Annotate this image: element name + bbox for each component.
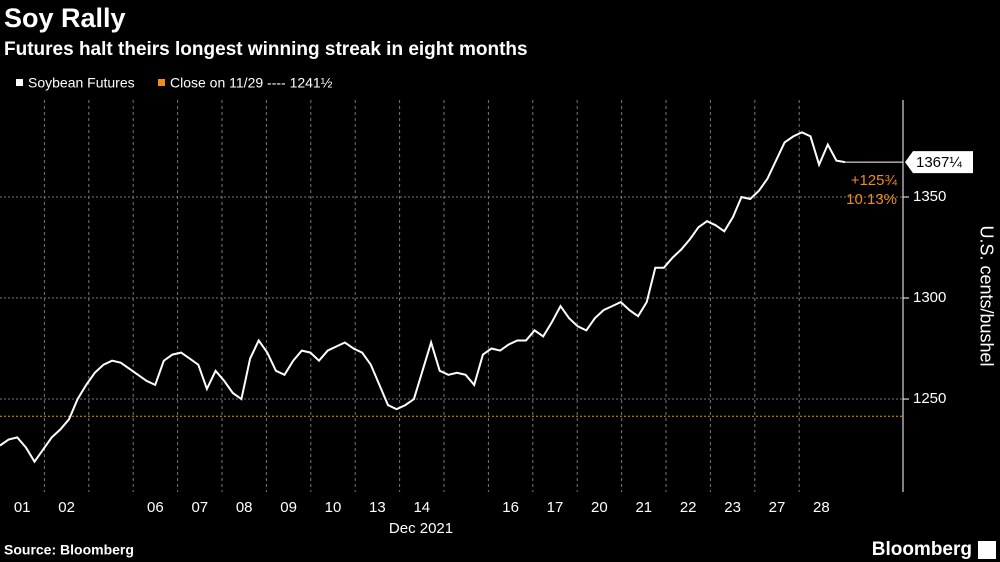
chart-title: Soy Rally [4,3,126,33]
x-tick-label: 06 [147,499,164,516]
annotation: +125¾ [851,172,898,189]
last-value-label: 1367¼ [916,154,962,171]
x-tick-label: 08 [236,499,253,516]
brand-icon [978,541,996,559]
legend-label: Close on 11/29 ---- 1241½ [170,75,333,91]
y-tick-label: 1300 [913,289,946,306]
x-tick-label: 22 [680,499,697,516]
y-axis-label: U.S. cents/bushel [976,225,996,366]
x-tick-label: 23 [724,499,741,516]
legend-label: Soybean Futures [28,75,135,91]
x-tick-label: 16 [502,499,519,516]
x-tick-label: 09 [280,499,297,516]
x-tick-label: 10 [325,499,342,516]
last-value-box [905,151,973,174]
annotation: 10.13% [846,191,897,208]
y-tick-label: 1250 [913,390,946,407]
x-tick-label: 20 [591,499,608,516]
legend-swatch [158,79,165,86]
x-tick-label: 17 [547,499,564,516]
x-tick-label: 21 [635,499,652,516]
brand: Bloomberg [872,539,972,560]
x-tick-label: 01 [14,499,31,516]
y-tick-label: 1350 [913,188,946,205]
x-tick-label: 28 [813,499,830,516]
x-tick-label: 27 [769,499,786,516]
x-tick-label: 07 [191,499,208,516]
legend-swatch [16,79,23,86]
x-tick-label: 02 [58,499,75,516]
x-tick-label: 14 [413,499,430,516]
chart-subtitle: Futures halt theirs longest winning stre… [4,39,528,60]
source: Source: Bloomberg [4,542,134,558]
x-axis-label: Dec 2021 [389,520,453,537]
line-series [0,131,846,464]
x-tick-label: 13 [369,499,386,516]
